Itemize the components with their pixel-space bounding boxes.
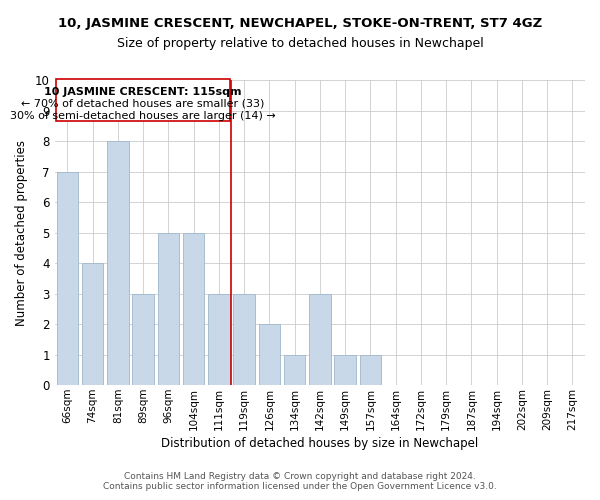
Text: ← 70% of detached houses are smaller (33): ← 70% of detached houses are smaller (33… (22, 99, 265, 109)
Bar (208, 294, 230, 385)
Text: Size of property relative to detached houses in Newchapel: Size of property relative to detached ho… (116, 38, 484, 51)
Text: Contains public sector information licensed under the Open Government Licence v3: Contains public sector information licen… (103, 482, 497, 491)
Bar (158, 232, 179, 385)
Bar (107, 141, 128, 385)
Text: Contains HM Land Registry data © Crown copyright and database right 2024.: Contains HM Land Registry data © Crown c… (124, 472, 476, 481)
Bar (334, 354, 356, 385)
Text: 10 JASMINE CRESCENT: 115sqm: 10 JASMINE CRESCENT: 115sqm (44, 86, 242, 97)
Bar (359, 354, 381, 385)
Text: 10, JASMINE CRESCENT, NEWCHAPEL, STOKE-ON-TRENT, ST7 4GZ: 10, JASMINE CRESCENT, NEWCHAPEL, STOKE-O… (58, 18, 542, 30)
Bar (233, 294, 255, 385)
Bar (183, 232, 205, 385)
X-axis label: Distribution of detached houses by size in Newchapel: Distribution of detached houses by size … (161, 437, 478, 450)
Bar (56, 172, 78, 385)
FancyBboxPatch shape (56, 80, 230, 121)
Bar (284, 354, 305, 385)
Text: 30% of semi-detached houses are larger (14) →: 30% of semi-detached houses are larger (… (10, 110, 276, 120)
Y-axis label: Number of detached properties: Number of detached properties (15, 140, 28, 326)
Bar (82, 263, 103, 385)
Bar (259, 324, 280, 385)
Bar (309, 294, 331, 385)
Bar (133, 294, 154, 385)
